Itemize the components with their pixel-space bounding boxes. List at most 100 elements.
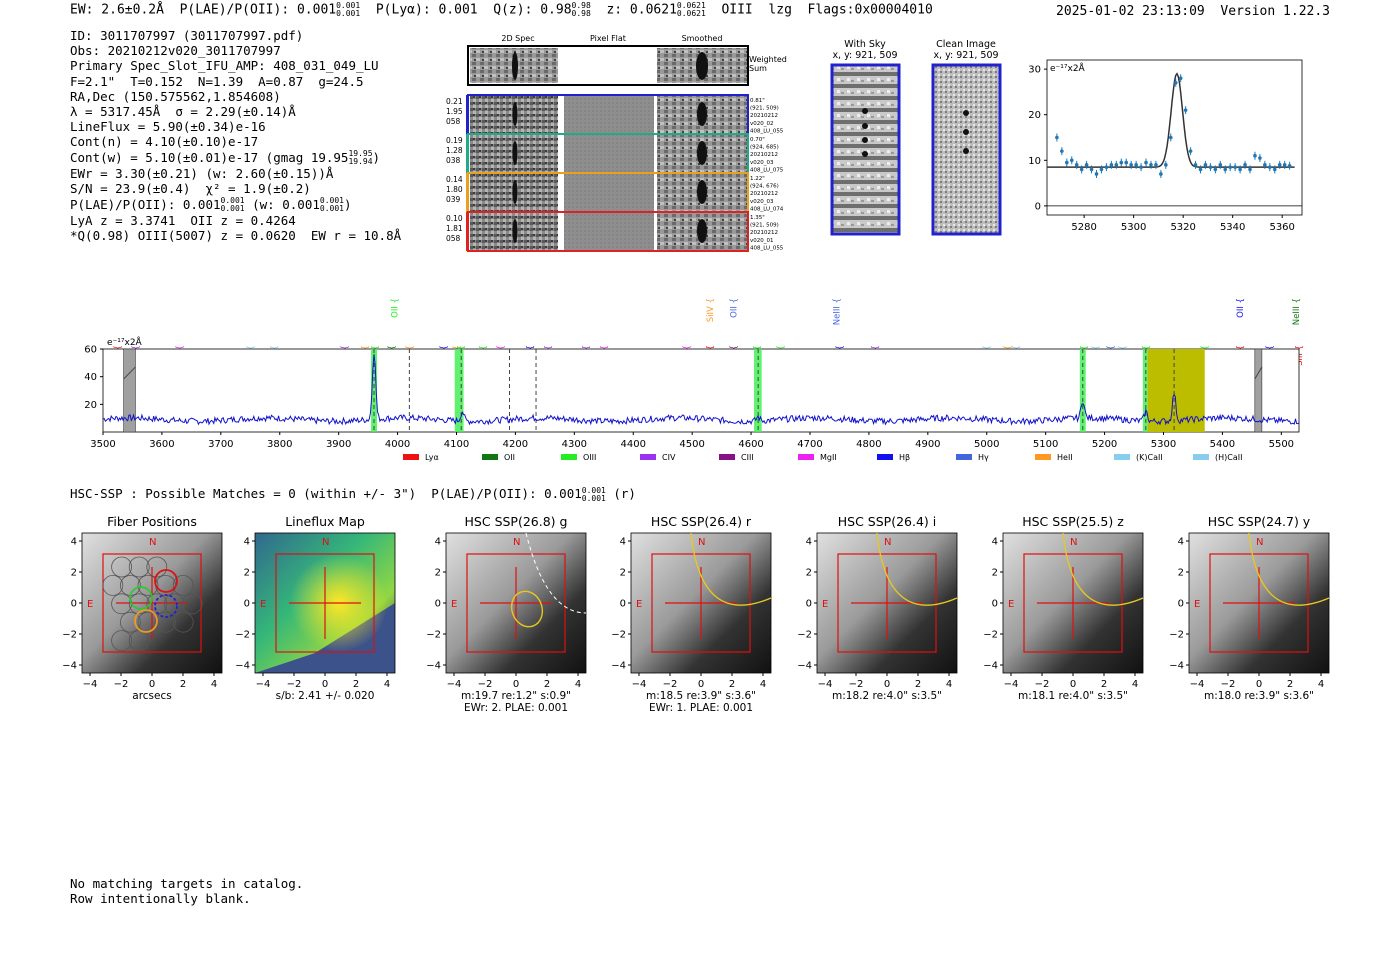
header-datetime: 2025-01-02 23:13:09 — [1056, 4, 1205, 19]
zoom-data-point — [1208, 165, 1213, 169]
hsc-ytick-label: 2 — [620, 568, 626, 579]
info-contw: Cont(w) = 5.10(±0.01)e-17 (gmag 19.9519.… — [70, 149, 381, 167]
cutout-right-value: v020_03 — [750, 199, 774, 205]
cutout-left-value: 0.10 — [446, 214, 463, 223]
cutout-smoothed-emission — [697, 102, 707, 126]
zoom-data-point — [1094, 172, 1099, 176]
search-box — [837, 553, 937, 653]
hsc-caption: m:18.0 re:3.9" s:3.6" — [1204, 690, 1314, 702]
hsc-ytick-label: 4 — [244, 537, 250, 548]
legend-swatch — [561, 454, 577, 460]
spectrum-xtick-label: 3500 — [90, 439, 115, 450]
legend-label: OIII — [583, 453, 596, 462]
spectrum-gray-band — [1254, 348, 1263, 433]
zoom-xtick-label: 5340 — [1220, 222, 1245, 233]
hsc-ytick-label: −4 — [426, 661, 441, 672]
legend-swatch — [719, 454, 735, 460]
cutout-right-value: 1.35" — [750, 215, 765, 221]
fiber-circle — [172, 575, 194, 596]
hsc-ytick-label: −4 — [62, 661, 77, 672]
aperture-arc — [1062, 532, 1144, 606]
hsc-ytick-label: 0 — [244, 599, 250, 610]
hsc-xtick-label: −4 — [256, 679, 271, 690]
info-contn: Cont(n) = 4.10(±0.10)e-17 — [70, 134, 259, 150]
cutout-row-color-bar — [466, 173, 469, 212]
cutout-left-value: 1.81 — [446, 224, 463, 233]
hsc-caption: m:18.1 re:4.0" s:3.5" — [1018, 690, 1128, 702]
zoom-data-point — [1188, 149, 1193, 153]
search-box — [466, 553, 566, 653]
legend-label: CIII — [741, 453, 754, 462]
header-ew-plae: EW: 2.6±0.2Å P(LAE)/P(OII): 0.001 — [70, 2, 337, 18]
cutout-left-value: 1.95 — [446, 107, 463, 116]
hsc-caption-2: EWr: 1. PLAE: 0.001 — [649, 702, 753, 714]
zoom-data-point — [1168, 135, 1173, 140]
hsc-caption: m:19.7 re:1.2" s:0.9" — [461, 690, 571, 702]
fiber-circle — [111, 630, 132, 652]
spectrum-legend: Lyα OII OIII CIV CIII MgII Hβ Hγ HeII (K)CaII (H)C… — [403, 453, 1242, 462]
legend-label: (H)CaII — [1215, 453, 1242, 462]
hsc-caption: s/b: 2.41 +/- 0.020 — [276, 690, 375, 702]
zoom-data-point — [1228, 165, 1233, 169]
hsc-ytick-label: −4 — [797, 661, 812, 672]
hsc-xtick-label: 4 — [211, 679, 217, 690]
cutout-right-value: 408_LU_075 — [750, 167, 784, 173]
hsc-xtick-label: 2 — [1287, 679, 1293, 690]
cutout-row-color-bar — [466, 212, 469, 251]
hsc-xtick-label: 2 — [1101, 679, 1107, 690]
weighted-2d-emission — [512, 52, 518, 80]
cutout-right-value: v020_01 — [750, 238, 774, 244]
hsc-xtick-label: 4 — [384, 679, 390, 690]
hsc-xtick-label: 2 — [729, 679, 735, 690]
hsc-xtick-label: 0 — [884, 679, 890, 690]
zoom-xtick-label: 5300 — [1121, 222, 1146, 233]
hsc-xtick-label: 2 — [180, 679, 186, 690]
zoom-data-point — [1164, 163, 1168, 167]
spectrum-xtick-label: 3800 — [267, 439, 292, 450]
hsc-ytick-label: 0 — [435, 599, 441, 610]
cutout-smoothed-emission — [697, 219, 707, 243]
hsc-ytick-label: 0 — [1178, 599, 1184, 610]
zoom-data-point — [1139, 165, 1143, 169]
zoom-data-point — [1065, 160, 1069, 165]
north-label: N — [1070, 537, 1077, 548]
zoom-data-point — [1173, 80, 1178, 85]
spectrum-bands — [123, 348, 1263, 433]
cutout-right-value: v020_03 — [750, 160, 774, 166]
zoom-data-point — [1253, 153, 1257, 158]
spectrum-green-band — [371, 349, 377, 432]
cutout-left-value: 0.21 — [446, 97, 463, 106]
hsc-xtick-label: 0 — [513, 679, 519, 690]
cutout-left-value: 038 — [446, 156, 461, 165]
aperture-arc — [1248, 532, 1330, 606]
hsc-xtick-label: −2 — [287, 679, 302, 690]
zoom-data-point — [1272, 167, 1277, 172]
spectral-line-label: OII { — [729, 298, 739, 318]
zoom-data-point — [1178, 76, 1183, 81]
with-sky-xy: x, y: 921, 509 — [832, 50, 897, 61]
hsc-ytick-label: 4 — [71, 537, 77, 548]
hsc-xtick-label: −2 — [849, 679, 864, 690]
north-label: N — [698, 537, 705, 548]
spectrum-ytick-label: 60 — [84, 345, 97, 356]
with-sky-title: With Sky — [844, 39, 886, 50]
legend-swatch — [482, 454, 498, 460]
zoom-data-point — [1248, 167, 1252, 172]
zoom-xtick-label: 5320 — [1170, 222, 1195, 233]
spectrum-hatch — [1254, 366, 1263, 380]
zoom-data-point — [1149, 163, 1153, 167]
hsc-xtick-label: −4 — [632, 679, 647, 690]
hsc-panel: Lineflux Map N E −4 4 −2 2 0 0 2 −2 4 −4 s/b: 2.41 +/… — [235, 514, 396, 702]
cutout-right-value: 408_LU_055 — [750, 245, 784, 251]
cutout-right-value: 408_LU_074 — [750, 206, 784, 212]
hsc-ytick-label: 4 — [435, 537, 441, 548]
zoom-data-point — [1084, 163, 1089, 167]
zoom-data-point — [1203, 163, 1208, 167]
cutouts-panel: 2D Spec Pixel Flat Smoothed Weighted Sum… — [446, 34, 787, 252]
zoom-ytick-label: 0 — [1035, 201, 1041, 212]
cutout-row-color-bar — [466, 134, 469, 173]
north-label: N — [513, 537, 520, 548]
